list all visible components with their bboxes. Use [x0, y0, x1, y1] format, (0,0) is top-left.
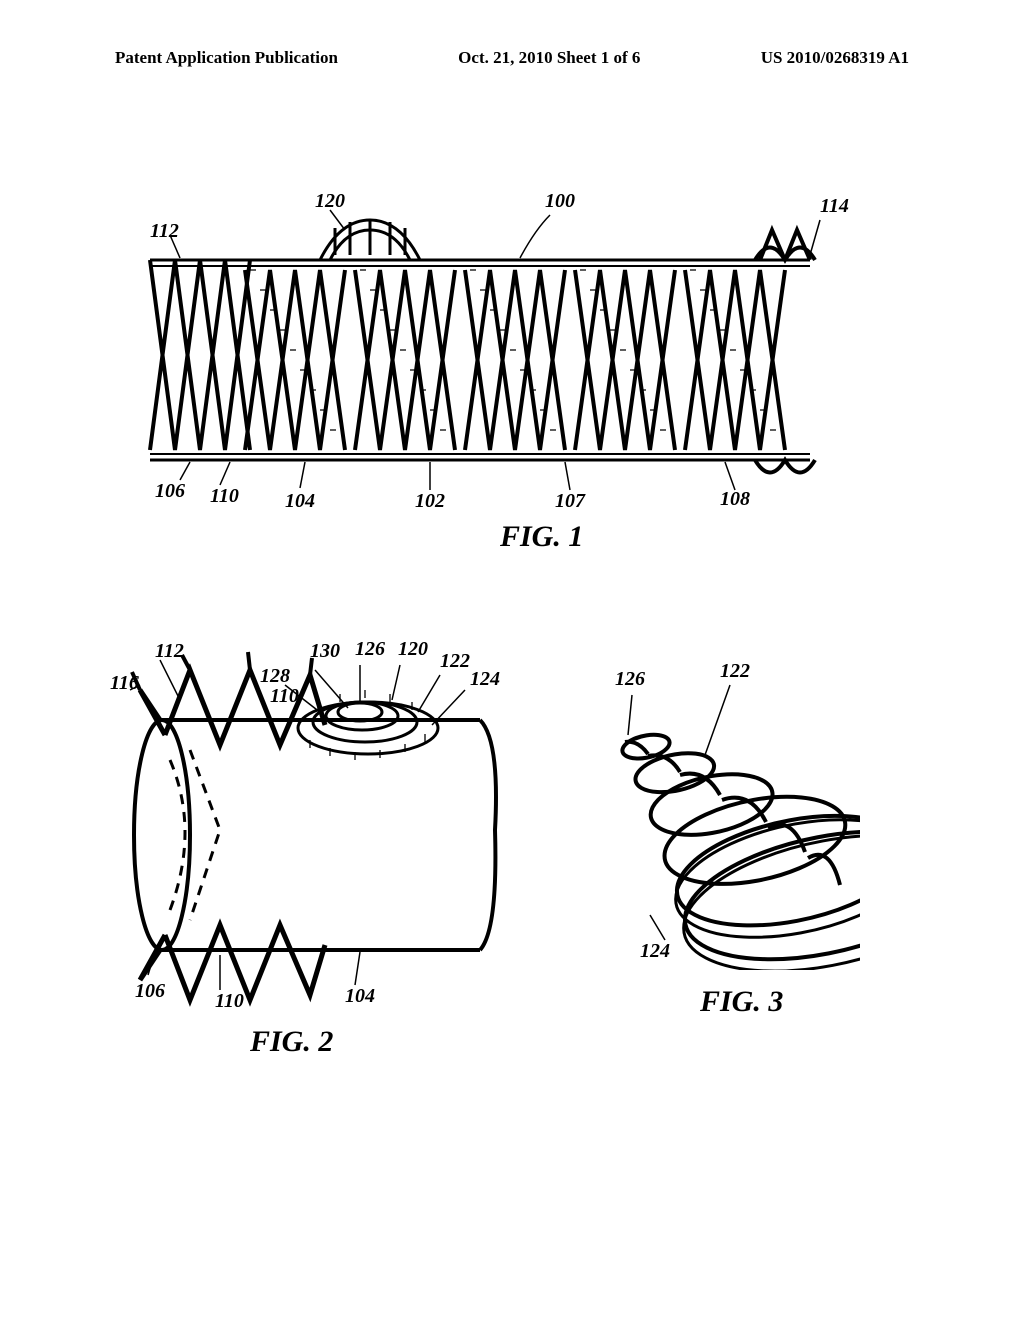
ref-114-fig1: 114 — [820, 195, 849, 218]
ref-110-fig2b: 110 — [215, 990, 244, 1013]
ref-116-fig2: 116 — [110, 672, 139, 695]
fig3-label: FIG. 3 — [700, 985, 783, 1019]
ref-124-fig3: 124 — [640, 940, 670, 963]
header-left: Patent Application Publication — [115, 48, 338, 68]
ref-124-fig2: 124 — [470, 668, 500, 691]
ref-122-fig2: 122 — [440, 650, 470, 673]
ref-106-fig1: 106 — [155, 480, 185, 503]
ref-122-fig3: 122 — [720, 660, 750, 683]
ref-110-fig1: 110 — [210, 485, 239, 508]
ref-130-fig2: 130 — [310, 640, 340, 663]
ref-102-fig1: 102 — [415, 490, 445, 513]
ref-106-fig2: 106 — [135, 980, 165, 1003]
header-right: US 2010/0268319 A1 — [761, 48, 909, 68]
ref-108-fig1: 108 — [720, 488, 750, 511]
page-header: Patent Application Publication Oct. 21, … — [0, 48, 1024, 68]
figure-area: 112 120 100 114 106 110 104 102 107 108 … — [130, 200, 850, 1100]
ref-104-fig1: 104 — [285, 490, 315, 513]
fig3-drawing — [530, 640, 860, 970]
ref-112-fig2: 112 — [155, 640, 184, 663]
ref-120-fig1: 120 — [315, 190, 345, 213]
fig2-label: FIG. 2 — [250, 1025, 333, 1059]
ref-126-fig2: 126 — [355, 638, 385, 661]
fig1-label: FIG. 1 — [500, 520, 583, 554]
ref-110-fig2a: 110 — [270, 685, 299, 708]
ref-120-fig2: 120 — [398, 638, 428, 661]
ref-104-fig2: 104 — [345, 985, 375, 1008]
ref-100-fig1: 100 — [545, 190, 575, 213]
ref-126-fig3: 126 — [615, 668, 645, 691]
header-center: Oct. 21, 2010 Sheet 1 of 6 — [458, 48, 640, 68]
ref-107-fig1: 107 — [555, 490, 585, 513]
ref-112-fig1: 112 — [150, 220, 179, 243]
